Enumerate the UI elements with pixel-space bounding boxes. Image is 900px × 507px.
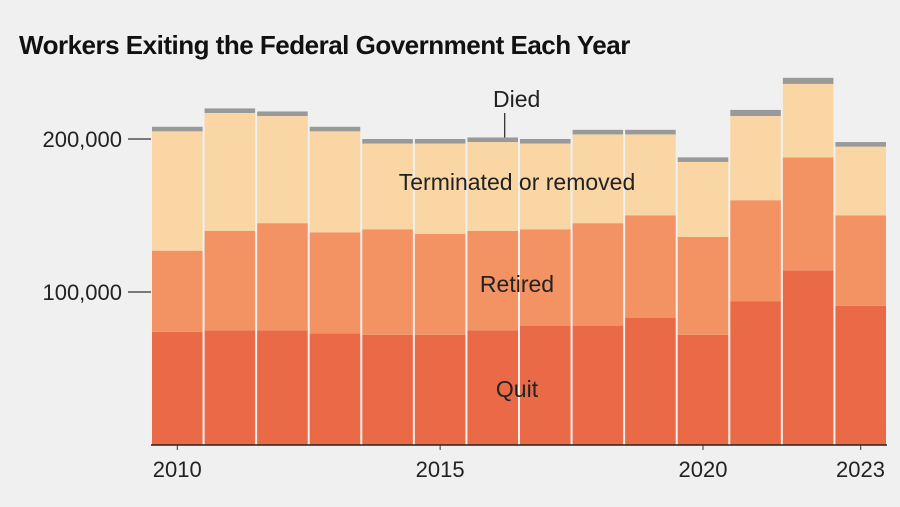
bar-died-2023 [835,142,886,147]
bar-retired-2015 [414,233,466,335]
bar-terminated-or-removed-2022 [782,83,834,158]
y-tick-label-200000: 200,000 [42,127,122,152]
bar-quit-2014 [362,334,413,445]
bar-quit-2019 [625,318,676,445]
bar-terminated-or-removed-2017 [520,143,571,230]
bar-died-2018 [572,129,624,135]
bar-quit-2013 [309,333,361,445]
x-tick-label-2010: 2010 [153,457,202,482]
bar-terminated-or-removed-2023 [835,146,886,216]
bar-died-2022 [782,77,834,84]
x-tick-label-2015: 2015 [416,457,465,482]
chart-title: Workers Exiting the Federal Government E… [19,30,630,60]
x-tick-label-2023: 2023 [836,457,885,482]
bar-terminated-or-removed-2014 [362,143,413,230]
bar-quit-2016 [467,330,518,445]
bar-quit-2020 [677,334,729,445]
bar-terminated-or-removed-2018 [572,134,624,224]
bar-died-2019 [625,129,676,135]
bar-retired-2020 [677,236,729,335]
bar-quit-2017 [520,325,571,445]
bar-terminated-or-removed-2019 [625,134,676,216]
bar-retired-2023 [835,215,886,306]
bar-quit-2011 [204,330,256,445]
bar-retired-2019 [625,215,676,319]
series-label-terminated: Terminated or removed [399,169,636,195]
bar-died-2015 [414,139,466,144]
bar-quit-2018 [572,325,624,445]
y-tick-label-100000: 100,000 [42,280,122,305]
bar-terminated-or-removed-2012 [257,116,308,224]
bar-retired-2011 [204,230,256,331]
bar-terminated-or-removed-2020 [677,161,729,237]
bar-died-2017 [520,139,571,144]
series-label-retired: Retired [480,271,554,297]
bar-died-2021 [730,109,781,117]
bar-retired-2017 [520,229,571,326]
bar-terminated-or-removed-2016 [467,142,518,231]
bar-quit-2015 [414,334,466,445]
bar-terminated-or-removed-2010 [152,131,203,251]
bar-retired-2018 [572,223,624,326]
bar-retired-2013 [309,232,361,334]
bar-retired-2012 [257,223,308,331]
bar-terminated-or-removed-2011 [204,112,256,231]
x-tick-label-2020: 2020 [679,457,728,482]
bar-died-2020 [677,157,729,162]
bar-retired-2010 [152,250,203,332]
bar-quit-2010 [152,331,203,445]
bar-quit-2012 [257,330,308,445]
axis-group: 100,000 200,000 2010 2015 2020 2023 [42,127,887,482]
bar-died-2013 [309,126,361,132]
bar-retired-2014 [362,229,413,335]
bar-retired-2016 [467,230,518,331]
bar-terminated-or-removed-2013 [309,131,361,233]
bar-terminated-or-removed-2021 [730,116,781,201]
series-labels-group: Died Terminated or removed Retired Quit [399,86,636,402]
bar-died-2012 [257,111,308,117]
bar-died-2014 [362,139,413,144]
bar-retired-2021 [730,200,781,302]
bar-quit-2023 [835,305,886,445]
bar-quit-2022 [782,270,834,445]
bar-died-2011 [204,108,256,113]
series-label-died: Died [493,86,540,112]
bar-retired-2022 [782,157,834,271]
bar-terminated-or-removed-2015 [414,143,466,234]
bars-group [152,77,886,445]
bar-quit-2021 [730,301,781,445]
bar-died-2016 [467,137,518,143]
bar-died-2010 [152,126,203,132]
series-label-quit: Quit [496,376,539,402]
